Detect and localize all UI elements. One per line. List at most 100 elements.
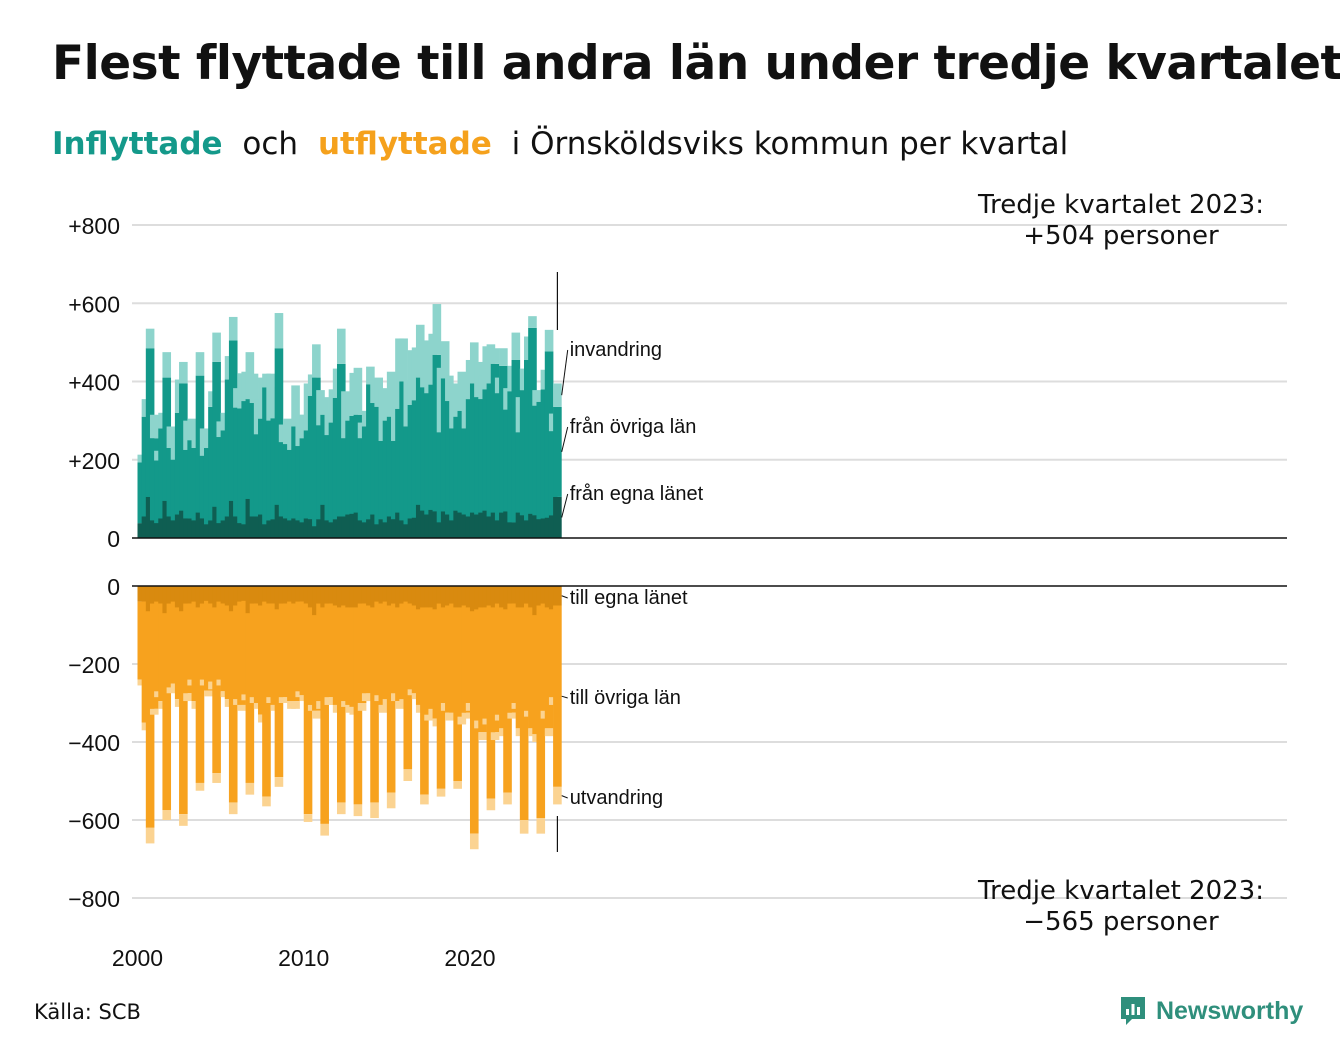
subtitle-och: och — [242, 126, 299, 162]
lower-y-tick-label: −800 — [68, 886, 120, 912]
bar-in-segment — [490, 348, 500, 364]
x-tick-label: 2010 — [278, 945, 329, 971]
source-note: Källa: SCB — [34, 1000, 141, 1024]
series-label: till egna länet — [570, 587, 688, 609]
bar-out-segment — [478, 732, 487, 741]
series-label-leader — [561, 426, 569, 453]
bar-out-segment — [370, 802, 379, 819]
series-label: till övriga län — [570, 687, 681, 709]
bar-out-segment — [228, 611, 238, 803]
bar-out-segment — [320, 823, 329, 836]
bar-out-segment — [553, 586, 562, 606]
bar-out-segment — [486, 798, 496, 811]
series-label: från egna länet — [570, 483, 704, 505]
bar-out-segment — [357, 703, 367, 711]
bar-out-segment — [179, 611, 188, 815]
bar-out-segment — [162, 810, 172, 820]
bar-in-segment — [528, 316, 537, 328]
bar-out-segment — [378, 704, 388, 713]
bar-in-segment — [553, 383, 562, 407]
bar-in-segment — [249, 373, 259, 404]
bar-out-segment — [166, 687, 176, 694]
bar-out-segment — [386, 792, 396, 809]
bar-out-segment — [336, 802, 346, 815]
series-label: utvandring — [570, 787, 663, 809]
annotation-bottom-line2: −565 personer — [1023, 907, 1219, 937]
bar-out-segment — [553, 786, 562, 805]
bar-in-segment — [274, 313, 284, 349]
bar-in-segment — [291, 385, 300, 427]
bar-out-segment — [237, 704, 246, 711]
series-label: från övriga län — [570, 416, 697, 438]
bar-out-segment — [420, 794, 429, 805]
bar-in-segment — [336, 328, 346, 364]
bar-in-segment — [179, 361, 188, 384]
series-label-leader — [561, 595, 568, 599]
bar-out-segment — [370, 607, 379, 803]
bar-out-segment — [403, 769, 413, 781]
bar-out-segment — [145, 827, 155, 844]
x-tick-label: 2020 — [444, 945, 495, 971]
bar-in-segment — [553, 496, 562, 538]
bar-in-segment — [353, 367, 363, 415]
annotation-top-line2: +504 personer — [1023, 221, 1219, 251]
annotation-bottom-line1: Tredje kvartalet 2023: — [977, 876, 1264, 906]
bar-out-segment — [303, 814, 313, 822]
series-label-leader — [561, 493, 569, 518]
bar-out-segment — [245, 782, 255, 795]
lower-y-tick-label: −400 — [68, 730, 120, 756]
upper-y-tick-label: +200 — [68, 448, 120, 474]
bar-in-segment — [553, 406, 562, 497]
bar-out-segment — [162, 613, 172, 811]
bar-in-segment — [499, 348, 508, 366]
bar-out-segment — [553, 605, 562, 787]
bar-out-segment — [461, 712, 471, 719]
bar-out-segment — [203, 690, 213, 697]
bar-out-segment — [312, 710, 321, 719]
brand-name: Newsworthy — [1156, 996, 1304, 1025]
bar-in-segment — [511, 332, 521, 360]
bar-out-segment — [519, 820, 529, 834]
bar-out-segment — [353, 804, 363, 817]
upper-y-tick-label: +800 — [68, 213, 120, 239]
bar-in-segment — [440, 341, 450, 379]
bar-out-segment — [453, 781, 462, 789]
bar-in-segment — [212, 332, 221, 362]
series-label-leader — [561, 695, 568, 699]
bar-out-segment — [490, 732, 500, 741]
lower-y-tick-label: −200 — [68, 652, 120, 678]
bar-out-segment — [179, 814, 188, 826]
bar-out-segment — [145, 611, 155, 828]
subtitle-utflyttade: utflyttade — [317, 126, 492, 162]
bar-out-segment — [212, 607, 221, 774]
upper-y-tick-label: +400 — [68, 370, 120, 396]
bar-in-segment — [195, 352, 205, 376]
x-tick-label: 2000 — [112, 945, 163, 971]
subtitle-rest: i Örnsköldsviks kommun per kvartal — [511, 126, 1069, 162]
bar-out-segment — [457, 716, 467, 725]
bar-out-segment — [195, 607, 205, 783]
series-label: invandring — [570, 339, 662, 361]
bar-out-segment — [503, 792, 512, 805]
upper-y-tick-label: +600 — [68, 291, 120, 317]
lower-y-tick-label: −600 — [68, 808, 120, 834]
bar-out-segment — [436, 788, 446, 797]
bar-out-segment — [469, 833, 479, 850]
newsworthy-logo-icon — [1121, 997, 1145, 1025]
series-label-leader — [561, 349, 569, 396]
series-label-leader — [561, 795, 568, 799]
bar-out-segment — [291, 701, 300, 709]
chart-subtitle: Inflyttade och utflyttade i Örnsköldsvik… — [52, 126, 1078, 162]
bar-out-segment — [228, 802, 238, 815]
lower-y-tick-label: 0 — [107, 574, 120, 600]
bar-in-segment — [228, 316, 238, 341]
bar-out-segment — [424, 714, 433, 721]
bar-out-segment — [320, 607, 329, 824]
upper-y-tick-label: 0 — [107, 526, 120, 552]
bar-out-segment — [536, 818, 546, 834]
bar-out-segment — [544, 728, 554, 737]
bar-out-segment — [149, 708, 159, 715]
bar-in-segment — [162, 352, 172, 378]
bar-in-segment — [166, 426, 176, 449]
